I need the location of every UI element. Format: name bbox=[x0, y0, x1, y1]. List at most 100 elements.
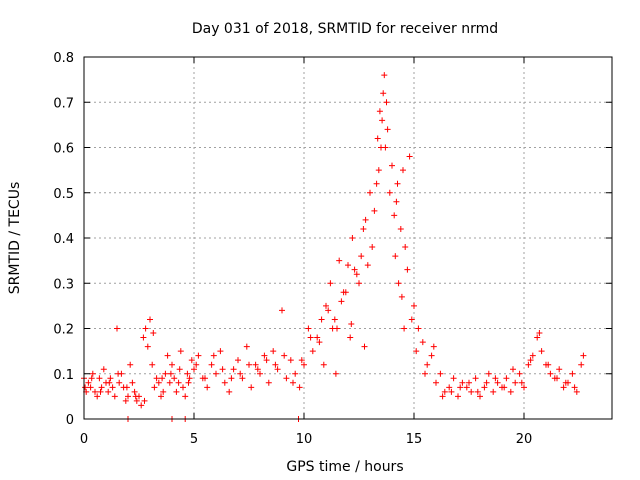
data-point bbox=[314, 334, 321, 341]
data-point bbox=[202, 375, 208, 382]
data-points bbox=[81, 72, 587, 422]
data-point bbox=[490, 388, 497, 395]
data-point bbox=[177, 348, 184, 355]
data-point bbox=[332, 370, 339, 377]
data-point bbox=[158, 393, 164, 400]
y-tick-label: 0.6 bbox=[53, 142, 74, 157]
data-point bbox=[290, 379, 296, 386]
data-point bbox=[494, 379, 501, 386]
data-point bbox=[481, 384, 488, 391]
data-point bbox=[393, 198, 400, 205]
data-point bbox=[230, 366, 237, 373]
data-point bbox=[569, 370, 576, 377]
data-point bbox=[525, 361, 532, 368]
data-point bbox=[125, 393, 131, 400]
data-point bbox=[375, 167, 382, 174]
data-point bbox=[274, 366, 281, 373]
data-point bbox=[292, 370, 299, 377]
data-point bbox=[571, 384, 578, 391]
data-point bbox=[162, 370, 169, 377]
data-point bbox=[272, 361, 279, 368]
data-point bbox=[510, 366, 516, 373]
data-point bbox=[89, 370, 96, 377]
y-axis-title: SRMTID / TECUs bbox=[7, 182, 23, 295]
data-point bbox=[483, 379, 490, 386]
data-point bbox=[133, 397, 140, 404]
data-point bbox=[415, 325, 422, 332]
data-point bbox=[257, 370, 263, 377]
data-point bbox=[140, 334, 147, 341]
data-point bbox=[369, 244, 376, 251]
data-point bbox=[182, 393, 189, 400]
data-point bbox=[364, 262, 371, 269]
data-point bbox=[331, 316, 338, 323]
data-point bbox=[446, 384, 453, 391]
y-tick-label: 0.7 bbox=[53, 96, 74, 111]
data-point bbox=[301, 361, 307, 368]
data-point bbox=[188, 357, 195, 364]
y-tick-label: 0.8 bbox=[53, 51, 74, 66]
data-point bbox=[175, 379, 182, 386]
data-point bbox=[111, 393, 118, 400]
data-point bbox=[151, 384, 158, 391]
data-point bbox=[374, 135, 381, 142]
x-tick-label: 10 bbox=[296, 432, 313, 447]
x-axis-title: GPS time / hours bbox=[286, 459, 403, 475]
data-point bbox=[536, 330, 543, 337]
data-point bbox=[466, 379, 472, 386]
data-point bbox=[573, 388, 580, 395]
data-point bbox=[97, 388, 104, 395]
data-point bbox=[398, 293, 405, 300]
data-point bbox=[166, 379, 173, 386]
data-point bbox=[383, 99, 390, 106]
data-point bbox=[98, 384, 105, 391]
y-tick-label: 0.2 bbox=[53, 323, 74, 338]
data-point bbox=[122, 397, 129, 404]
data-point bbox=[457, 384, 464, 391]
data-point bbox=[485, 370, 492, 377]
data-point bbox=[397, 225, 404, 232]
data-point bbox=[373, 180, 380, 187]
y-tick-label: 0.1 bbox=[53, 368, 74, 383]
data-point bbox=[213, 370, 219, 377]
data-point bbox=[358, 253, 365, 260]
data-point bbox=[141, 397, 148, 404]
data-point bbox=[327, 280, 334, 287]
data-point bbox=[391, 212, 398, 219]
data-point bbox=[221, 379, 228, 386]
data-point bbox=[356, 280, 362, 287]
data-point bbox=[305, 325, 312, 332]
data-point bbox=[492, 375, 499, 382]
data-point bbox=[422, 370, 428, 377]
data-point bbox=[191, 366, 197, 373]
data-point bbox=[193, 361, 200, 368]
data-point bbox=[386, 189, 393, 196]
data-point bbox=[171, 375, 178, 382]
x-tick-label: 20 bbox=[516, 432, 533, 447]
data-point bbox=[131, 388, 138, 395]
data-point bbox=[155, 379, 162, 386]
data-point bbox=[129, 379, 136, 386]
data-point bbox=[518, 379, 525, 386]
data-point bbox=[529, 352, 536, 359]
data-point bbox=[263, 357, 270, 364]
data-point bbox=[176, 366, 183, 373]
data-point bbox=[217, 348, 224, 355]
data-point bbox=[360, 225, 367, 232]
data-point bbox=[547, 370, 554, 377]
data-point bbox=[395, 280, 402, 287]
data-point bbox=[138, 402, 145, 409]
data-point bbox=[527, 357, 534, 364]
data-point bbox=[406, 153, 413, 160]
data-point bbox=[437, 370, 444, 377]
data-point bbox=[265, 379, 272, 386]
data-point bbox=[512, 379, 519, 386]
data-point bbox=[309, 348, 316, 355]
data-point bbox=[408, 316, 415, 323]
data-point bbox=[389, 162, 395, 169]
data-point bbox=[400, 167, 406, 174]
data-point bbox=[534, 334, 541, 341]
data-point bbox=[345, 262, 351, 269]
